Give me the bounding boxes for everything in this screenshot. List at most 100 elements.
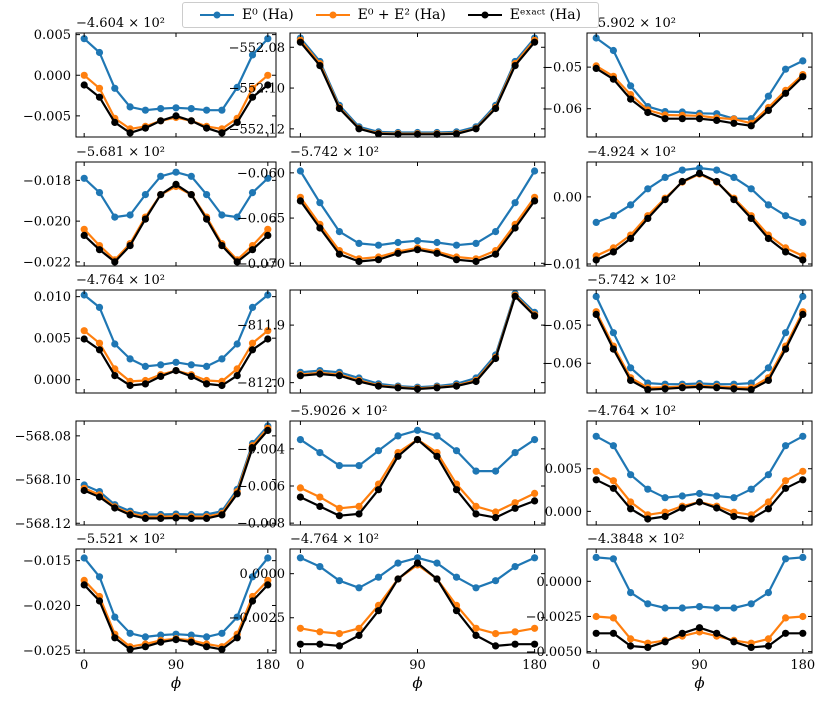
data-point [627, 471, 635, 479]
series-line-3 [299, 41, 536, 136]
data-point [492, 577, 500, 585]
data-point [80, 291, 88, 299]
data-point [713, 504, 721, 512]
legend-label-e0-e2: E⁰ + E² (Ha) [357, 7, 446, 23]
data-point [374, 607, 383, 615]
data-point [799, 256, 807, 264]
data-point [80, 335, 88, 343]
data-point [730, 385, 738, 393]
data-point [472, 377, 480, 386]
data-point [644, 185, 652, 193]
data-point [157, 361, 165, 369]
data-point [747, 515, 755, 523]
x-tick-label: 180 [522, 658, 547, 673]
data-point [187, 514, 195, 523]
data-point [203, 380, 211, 388]
data-point [511, 224, 519, 232]
data-point [764, 201, 773, 209]
data-point [218, 381, 226, 390]
data-point [187, 172, 195, 180]
data-point [111, 118, 119, 126]
data-point [747, 185, 755, 193]
data-point [627, 201, 635, 209]
data-point [233, 490, 241, 498]
series-line-3 [300, 295, 536, 391]
data-point [335, 630, 343, 638]
data-point [782, 555, 790, 563]
data-point [95, 93, 104, 101]
data-point [661, 173, 669, 181]
legend-label-e0: E⁰ (Ha) [241, 7, 294, 23]
data-point [627, 95, 635, 103]
data-point [511, 499, 519, 507]
data-point [627, 498, 635, 506]
offset-label: −5.902 × 10² [587, 16, 676, 31]
data-point [394, 575, 402, 583]
data-point [264, 327, 272, 335]
offset-label: −5.742 × 10² [587, 273, 676, 288]
data-point [609, 75, 618, 83]
data-point [511, 449, 519, 457]
series-line-2 [595, 173, 804, 257]
y-tick-label: 0.005 [34, 332, 71, 347]
data-point [695, 498, 704, 506]
panel-3: −0.05 −0.06 −5.902 × 10² [542, 16, 813, 138]
data-point [157, 631, 165, 639]
legend-swatch-e0-e2 [315, 11, 350, 19]
data-point [492, 104, 500, 113]
data-point [355, 462, 363, 470]
data-point [316, 370, 324, 378]
data-point [316, 563, 324, 571]
data-point [609, 46, 618, 55]
y-tick-label: 0.010 [34, 290, 71, 305]
data-point [713, 384, 721, 392]
data-point [433, 559, 441, 567]
data-point [296, 372, 304, 380]
offset-label: −4.764 × 10² [76, 273, 165, 288]
data-point [695, 383, 704, 391]
data-point [695, 489, 704, 498]
data-point [374, 486, 383, 494]
data-point [433, 238, 441, 247]
data-point [111, 213, 119, 221]
data-point [627, 82, 635, 90]
data-point [433, 452, 441, 460]
data-point [799, 612, 807, 621]
data-point [233, 83, 241, 91]
data-point [264, 231, 272, 239]
data-point [126, 629, 134, 637]
series-line-1 [83, 425, 269, 516]
data-point [296, 38, 304, 46]
panel-7: 0.010 0.005 0.000 −4.764 × 10² [34, 273, 277, 394]
panel-6: 0.00 −0.01 −4.924 × 10² [542, 145, 813, 272]
data-point [609, 614, 618, 622]
data-point [248, 189, 257, 197]
data-point [592, 467, 600, 475]
series-line-1 [299, 170, 536, 247]
data-point [678, 166, 686, 174]
data-point [394, 384, 402, 392]
data-point [95, 303, 104, 311]
data-point [218, 129, 226, 137]
data-point [627, 364, 635, 372]
data-point [316, 449, 324, 457]
data-point [316, 62, 324, 70]
data-point [248, 93, 257, 101]
data-point [472, 239, 480, 247]
x-axis-label: ϕ [171, 674, 181, 692]
data-point [799, 57, 807, 65]
series-line-1 [299, 37, 536, 134]
data-point [609, 477, 618, 485]
y-tick-label: −0.004 [237, 442, 285, 457]
offset-label: −5.742 × 10² [290, 145, 379, 160]
y-tick-label: 0.005 [34, 28, 71, 43]
data-point [394, 432, 402, 440]
data-point [644, 515, 652, 523]
data-point [80, 225, 88, 233]
data-point [730, 638, 738, 646]
data-point [764, 106, 773, 114]
series-line-1 [300, 292, 536, 389]
data-point [157, 514, 165, 523]
panel-4: −0.018 −0.020 −0.022 −5.681 × 10² [23, 145, 277, 270]
data-point [511, 563, 519, 571]
